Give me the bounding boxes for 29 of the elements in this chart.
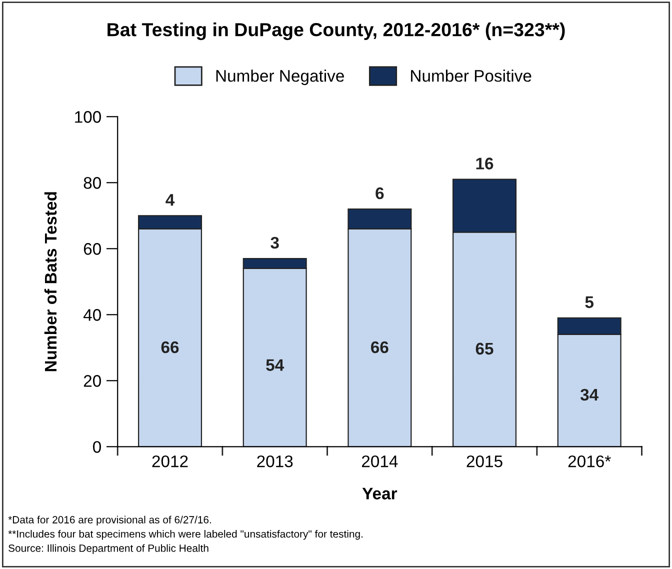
y-axis-title: Number of Bats Tested bbox=[44, 192, 57, 372]
x-tick-label: 2012 bbox=[152, 455, 188, 468]
data-label: 16 bbox=[476, 158, 494, 170]
x-tick-label: 2014 bbox=[362, 455, 398, 468]
data-label: 5 bbox=[585, 296, 594, 308]
x-tick-label: 2015 bbox=[466, 455, 502, 468]
data-label: 6 bbox=[376, 187, 384, 200]
data-label: 3 bbox=[270, 236, 279, 249]
y-tick-label: 20 bbox=[84, 375, 101, 387]
data-label: 65 bbox=[476, 342, 494, 355]
y-tick-label: 80 bbox=[84, 177, 101, 189]
data-label: 34 bbox=[580, 388, 599, 401]
y-tick-label: 100 bbox=[75, 111, 101, 123]
data-label: 54 bbox=[266, 359, 284, 371]
text: *Data for 2016 are provisional as of 6/27/16. bbox=[8, 516, 211, 526]
x-axis-title: Year bbox=[362, 488, 398, 500]
legend-label: Number Positive bbox=[411, 70, 532, 82]
y-tick-label: 0 bbox=[93, 441, 101, 453]
x-tick-label: 2016* bbox=[568, 455, 611, 468]
data-label: 66 bbox=[371, 341, 388, 354]
y-tick-label: 60 bbox=[84, 243, 101, 255]
text: **Includes four bat specimens which were labeled "unsatisfactory" for testing. bbox=[8, 530, 362, 540]
data-label: 66 bbox=[161, 341, 179, 354]
chart-title: Bat Testing in DuPage County, 2012-2016* (n=323**) bbox=[108, 22, 565, 40]
y-tick-label: 40 bbox=[83, 309, 101, 321]
data-label: 4 bbox=[166, 194, 175, 206]
legend-label: Number Negative bbox=[216, 70, 344, 86]
source-note: Source: Illinois Department of Public Health bbox=[8, 544, 208, 554]
x-tick-label: 2013 bbox=[257, 455, 293, 468]
